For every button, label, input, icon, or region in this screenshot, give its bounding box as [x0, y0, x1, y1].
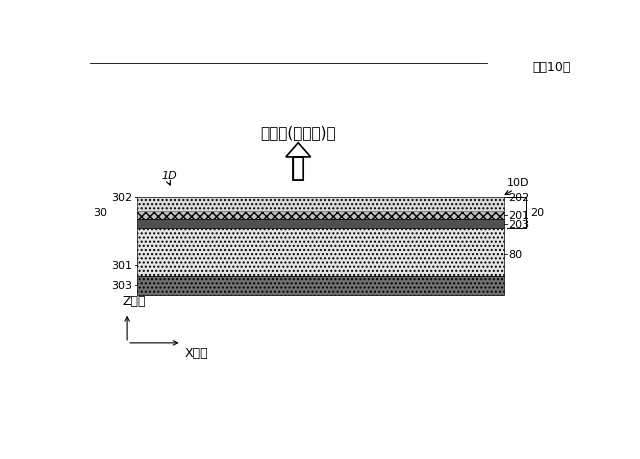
Text: 302: 302: [111, 192, 132, 202]
Bar: [293, 157, 303, 180]
Text: 201: 201: [508, 211, 529, 220]
Bar: [137, 197, 504, 211]
Text: 203: 203: [508, 219, 529, 229]
Text: 303: 303: [111, 281, 132, 291]
Text: 20: 20: [531, 208, 545, 218]
Bar: [137, 276, 504, 296]
Bar: [137, 229, 504, 276]
Bar: [137, 212, 504, 219]
Text: 表示面(操作面)側: 表示面(操作面)側: [260, 125, 336, 140]
Text: 80: 80: [508, 250, 522, 260]
Text: 30: 30: [93, 208, 108, 218]
Text: Z方向: Z方向: [122, 295, 146, 308]
Text: 202: 202: [508, 192, 529, 202]
Bar: [137, 220, 504, 228]
Polygon shape: [286, 143, 310, 180]
Text: 10D: 10D: [507, 178, 529, 188]
Text: 『困10』: 『困10』: [532, 61, 571, 73]
Text: 1D: 1D: [162, 171, 177, 180]
Text: X方向: X方向: [184, 346, 208, 359]
Text: 301: 301: [111, 260, 132, 270]
